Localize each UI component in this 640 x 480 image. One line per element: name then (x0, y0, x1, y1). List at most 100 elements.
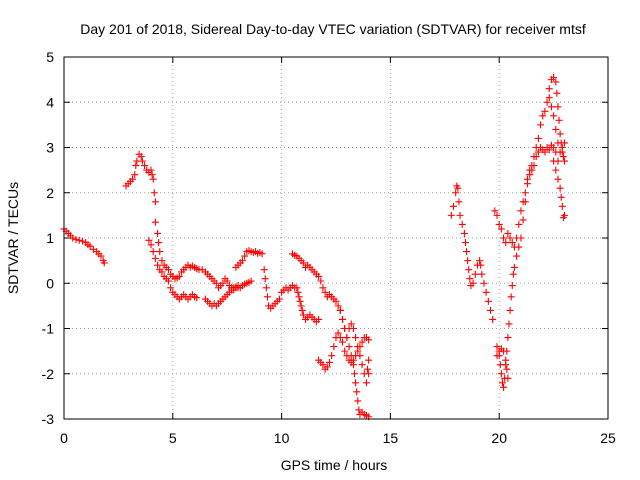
data-point (545, 85, 553, 93)
data-point (543, 98, 551, 106)
series-seg-m (491, 94, 568, 251)
data-point (517, 207, 525, 215)
data-point (154, 229, 162, 237)
data-point (510, 263, 518, 271)
x-tick-label: 20 (491, 430, 507, 446)
data-point (132, 162, 140, 170)
data-point (558, 202, 566, 210)
x-tick-label: 0 (60, 430, 68, 446)
series-seg-e (201, 283, 242, 310)
data-point (455, 198, 463, 206)
data-point (554, 175, 562, 183)
series-seg-b (122, 150, 159, 206)
data-point (336, 306, 344, 314)
y-tick-label: -1 (42, 321, 55, 337)
data-point (262, 284, 270, 292)
data-point (502, 356, 510, 364)
data-point (365, 356, 373, 364)
data-point (509, 270, 517, 278)
data-point (299, 311, 307, 319)
chart-title: Day 201 of 2018, Sidereal Day-to-day VTE… (80, 21, 586, 37)
x-tick-label: 15 (383, 430, 399, 446)
data-point (69, 234, 77, 242)
data-point (352, 334, 360, 342)
data-point (75, 236, 83, 244)
data-point (261, 275, 269, 283)
series-seg-k (358, 408, 373, 421)
data-point (493, 211, 501, 219)
data-point (336, 334, 344, 342)
data-point (150, 189, 158, 197)
data-point (296, 297, 304, 305)
data-point (358, 338, 366, 346)
data-point (137, 153, 145, 161)
x-tick-label: 25 (600, 430, 616, 446)
data-point (559, 214, 567, 222)
y-tick-label: 0 (46, 275, 54, 291)
data-point (550, 73, 558, 81)
data-point (550, 144, 558, 151)
y-tick-label: 3 (46, 140, 54, 156)
data-point (297, 302, 305, 310)
series-seg-d (151, 218, 255, 294)
data-point (506, 306, 514, 314)
data-point (349, 325, 357, 332)
data-point (489, 315, 497, 323)
data-point (321, 288, 329, 296)
series-seg-i (315, 329, 373, 373)
data-point (349, 356, 357, 364)
data-point (129, 175, 137, 183)
data-point (147, 241, 155, 249)
series-seg-j (336, 306, 373, 387)
data-point (460, 229, 468, 237)
data-point (517, 234, 525, 242)
data-point (508, 239, 516, 247)
data-point (521, 189, 529, 197)
data-point (319, 361, 327, 369)
data-point (477, 261, 485, 269)
data-point (507, 293, 515, 301)
data-point (100, 259, 108, 267)
y-tick-labels: -3 -2 -1 0 1 2 3 4 5 (42, 49, 55, 427)
data-point (328, 352, 336, 360)
data-point (528, 166, 536, 174)
data-point (353, 388, 361, 396)
data-point (148, 171, 156, 179)
data-point (526, 171, 534, 179)
data-point (541, 107, 549, 115)
data-point (559, 153, 567, 161)
data-point (464, 257, 472, 265)
data-point (523, 180, 531, 188)
data-point (537, 121, 545, 129)
data-point (532, 153, 540, 161)
x-tick-label: 5 (169, 430, 177, 446)
data-point (138, 157, 146, 165)
y-tick-label: -2 (42, 366, 55, 382)
data-point (454, 184, 462, 192)
series-seg-n (493, 141, 562, 391)
data-point (555, 116, 563, 124)
series-seg-o (493, 345, 512, 382)
y-tick-label: -3 (42, 411, 55, 427)
data-point (334, 302, 342, 310)
data-point (260, 266, 268, 274)
data-point (219, 279, 227, 287)
data-point (241, 252, 249, 260)
series-seg-p (545, 73, 568, 165)
data-point (347, 320, 355, 328)
data-point (156, 248, 164, 256)
data-point (345, 343, 353, 351)
data-point (465, 266, 473, 274)
series-seg-l (447, 182, 497, 323)
data-point (263, 293, 271, 301)
data-point (350, 370, 358, 378)
data-point (193, 294, 201, 302)
series-seg-f (232, 247, 266, 271)
data-point (504, 374, 512, 382)
data-point (72, 235, 80, 243)
data-point (343, 334, 351, 342)
data-point (495, 220, 503, 228)
x-tick-labels: 0 5 10 15 20 25 (60, 430, 616, 446)
data-point (298, 306, 306, 314)
data-point (293, 284, 301, 292)
